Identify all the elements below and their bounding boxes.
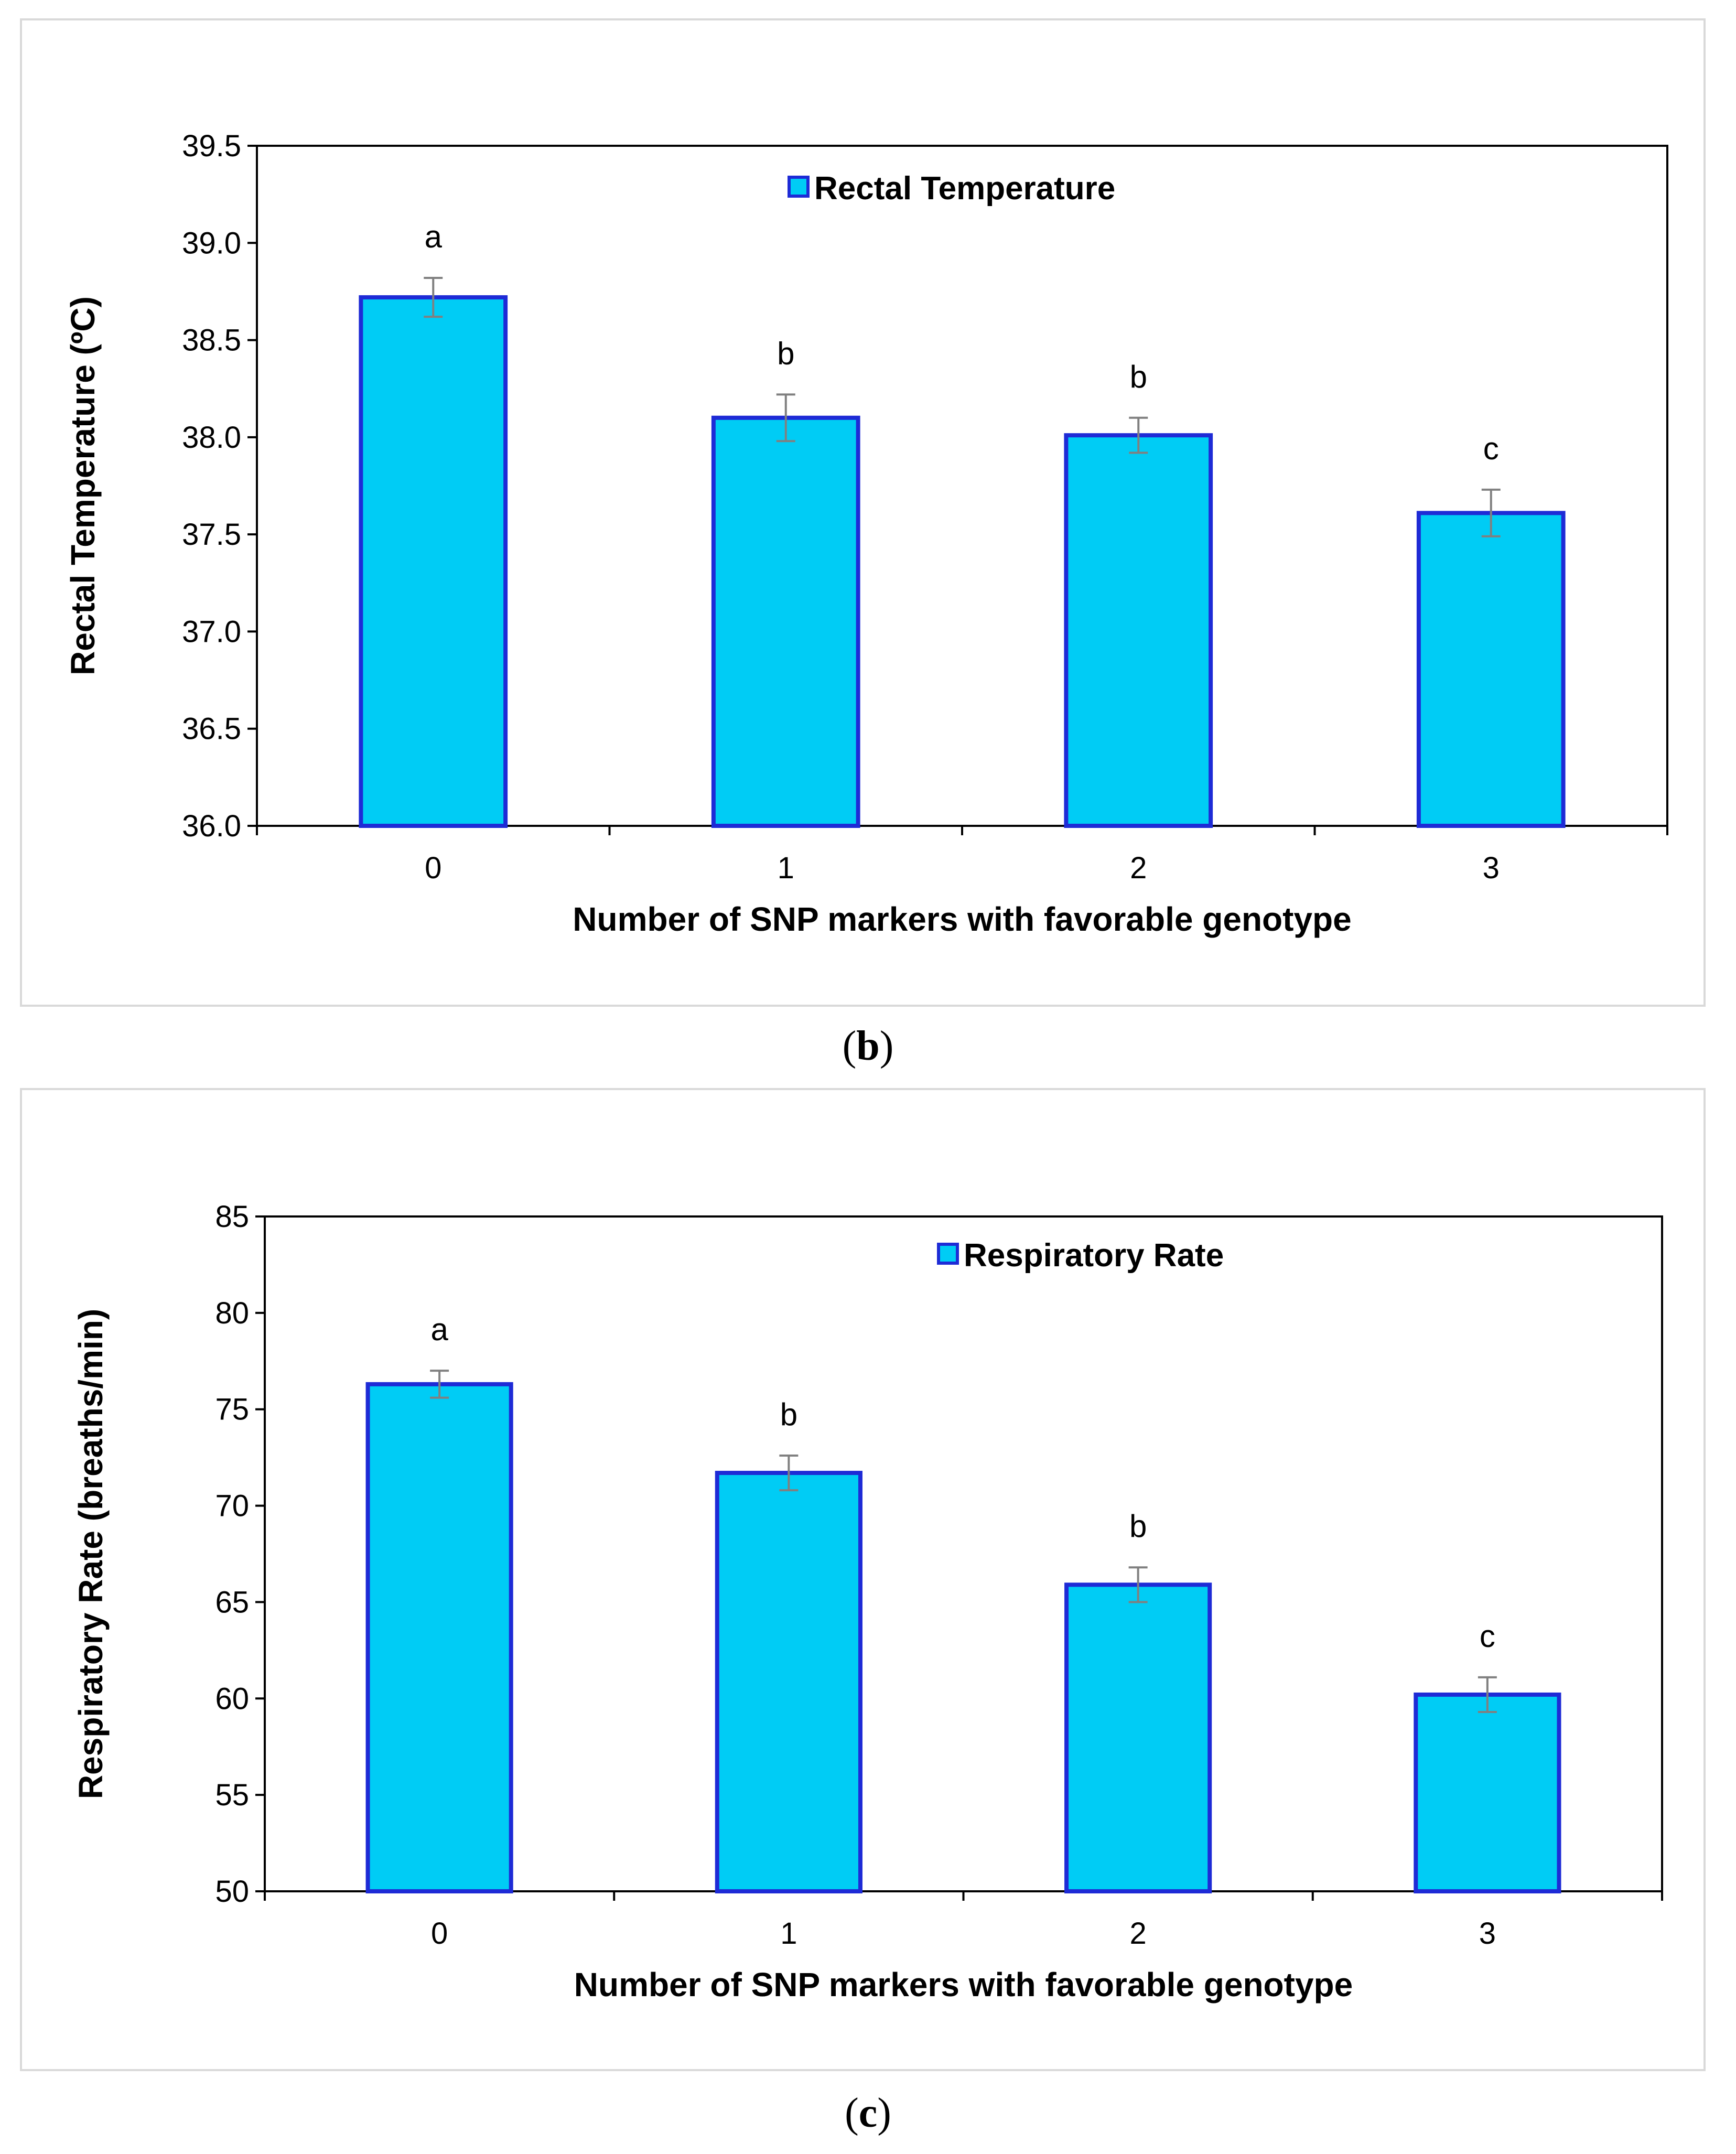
y-axis-title-b: Rectal Temperature (ºC) bbox=[64, 296, 102, 675]
y-tick-label-b: 37.5 bbox=[182, 518, 241, 552]
bar-b-1 bbox=[711, 415, 860, 828]
chart-c-frame bbox=[20, 1088, 1706, 2071]
bar-b-3 bbox=[1416, 511, 1566, 828]
x-axis-title-b: Number of SNP markers with favorable gen… bbox=[573, 900, 1351, 938]
y-tick-label-b: 39.0 bbox=[182, 226, 241, 260]
y-tick-label-b: 36.5 bbox=[182, 712, 241, 746]
y-tick-label-c: 60 bbox=[215, 1682, 249, 1716]
bar-c-0 bbox=[365, 1382, 513, 1893]
significance-label-b: b bbox=[777, 336, 794, 371]
bar-c-3 bbox=[1414, 1692, 1561, 1893]
y-tick-label-c: 70 bbox=[215, 1489, 249, 1523]
y-tick-label-b: 39.5 bbox=[182, 129, 241, 163]
significance-label-c: b bbox=[1129, 1509, 1147, 1544]
y-tick-label-b: 38.5 bbox=[182, 324, 241, 358]
y-axis-title-c: Respiratory Rate (breaths/min) bbox=[72, 1309, 110, 1799]
significance-label-c: c bbox=[1480, 1619, 1495, 1654]
legend-label-c: Respiratory Rate bbox=[964, 1237, 1224, 1274]
y-tick-label-c: 75 bbox=[215, 1393, 249, 1427]
x-tick-label-c: 0 bbox=[431, 1916, 448, 1951]
x-tick-label-b: 1 bbox=[778, 851, 794, 885]
x-tick-label-c: 1 bbox=[780, 1916, 797, 1951]
legend-swatch-b bbox=[788, 176, 810, 198]
x-tick-label-b: 0 bbox=[425, 851, 441, 885]
panel-label-b: (b) bbox=[842, 1023, 894, 1069]
bar-c-2 bbox=[1064, 1582, 1212, 1893]
significance-label-b: c bbox=[1483, 431, 1499, 466]
x-tick-label-b: 3 bbox=[1483, 851, 1500, 885]
significance-label-b: b bbox=[1130, 359, 1147, 394]
bar-b-2 bbox=[1064, 433, 1213, 828]
bar-c-1 bbox=[715, 1471, 862, 1894]
y-tick-label-c: 85 bbox=[215, 1200, 249, 1234]
x-axis-title-c: Number of SNP markers with favorable gen… bbox=[574, 1966, 1353, 2004]
y-tick-label-c: 80 bbox=[215, 1296, 249, 1330]
legend-label-b: Rectal Temperature bbox=[814, 170, 1115, 207]
significance-label-c: b bbox=[780, 1397, 797, 1432]
panel-label-c: (c) bbox=[845, 2090, 891, 2136]
significance-label-c: a bbox=[430, 1312, 448, 1347]
significance-label-b: a bbox=[425, 219, 443, 254]
legend-swatch-c bbox=[937, 1243, 959, 1265]
bar-b-0 bbox=[359, 295, 508, 828]
y-tick-label-c: 65 bbox=[215, 1585, 249, 1619]
x-tick-label-c: 3 bbox=[1479, 1916, 1496, 1951]
y-tick-label-c: 55 bbox=[215, 1778, 249, 1812]
y-tick-label-b: 37.0 bbox=[182, 615, 241, 649]
y-tick-label-b: 38.0 bbox=[182, 421, 241, 455]
y-tick-label-c: 50 bbox=[215, 1875, 249, 1909]
x-tick-label-c: 2 bbox=[1129, 1916, 1146, 1951]
y-tick-label-b: 36.0 bbox=[182, 809, 241, 843]
x-tick-label-b: 2 bbox=[1130, 851, 1147, 885]
